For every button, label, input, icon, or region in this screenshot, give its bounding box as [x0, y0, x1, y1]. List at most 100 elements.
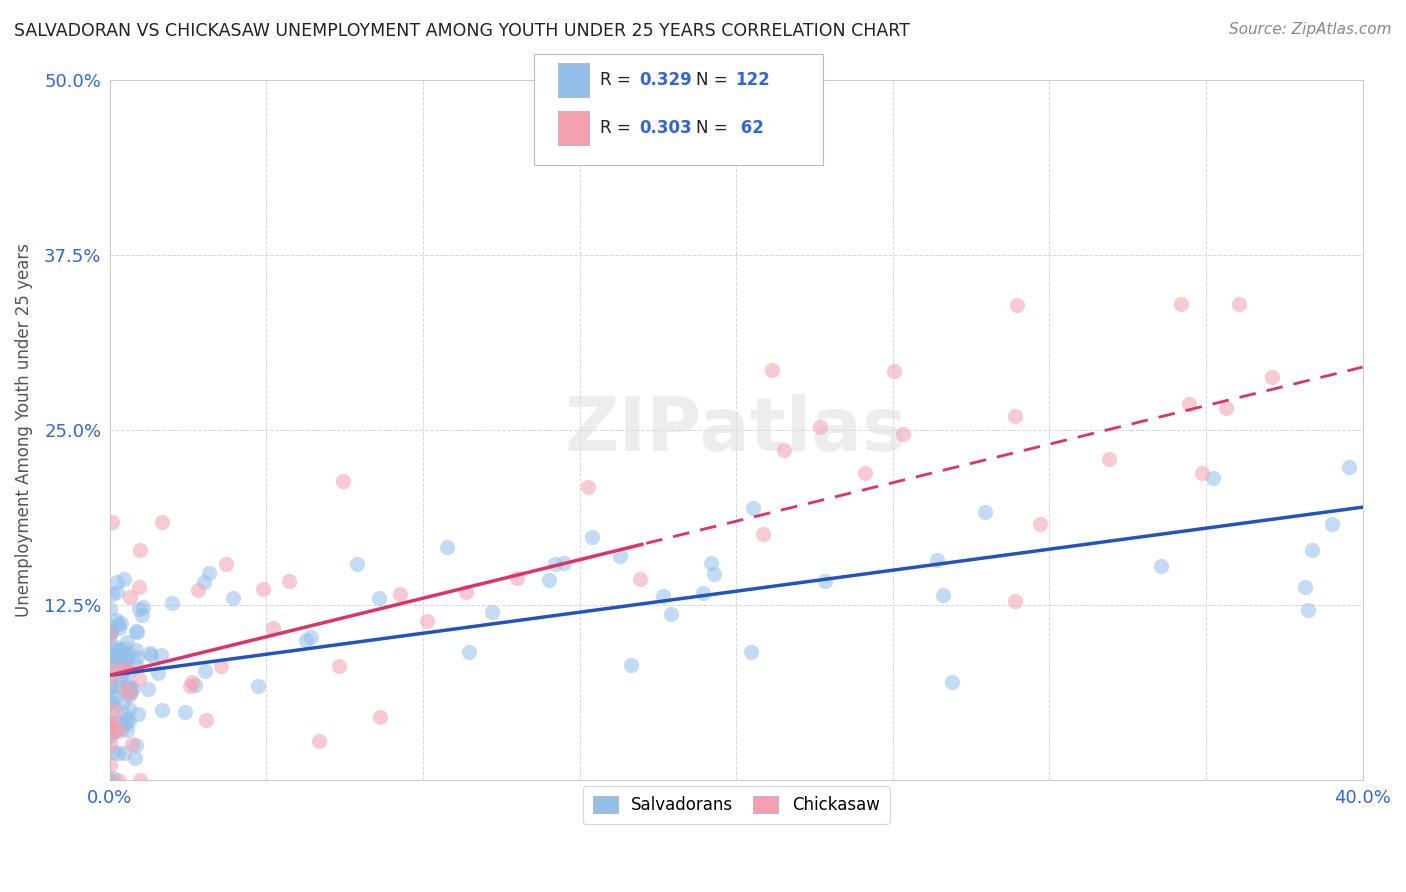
- Point: [98, 757, 121, 772]
- Point: [436, 541, 458, 555]
- Point: [415, 614, 437, 628]
- Point: [129, 773, 152, 788]
- Point: [132, 600, 155, 615]
- Point: [1098, 452, 1121, 467]
- Point: [1178, 397, 1201, 411]
- Point: [198, 566, 221, 580]
- Text: 0.329: 0.329: [640, 71, 693, 89]
- Point: [173, 705, 195, 719]
- Point: [115, 652, 138, 666]
- Point: [187, 582, 209, 597]
- Point: [100, 602, 122, 616]
- Point: [120, 590, 142, 604]
- Point: [100, 714, 122, 728]
- Point: [98, 625, 121, 640]
- Point: [537, 574, 560, 588]
- Point: [104, 703, 127, 717]
- Point: [299, 630, 322, 644]
- Point: [100, 681, 122, 696]
- Point: [127, 624, 149, 639]
- Point: [111, 722, 134, 736]
- Point: [110, 668, 132, 682]
- Point: [120, 682, 142, 697]
- Point: [761, 363, 783, 377]
- Point: [1320, 516, 1343, 531]
- Point: [308, 733, 330, 747]
- Point: [150, 703, 173, 717]
- Point: [1150, 559, 1173, 574]
- Point: [122, 681, 145, 695]
- Point: [105, 640, 128, 654]
- Point: [107, 746, 129, 760]
- Point: [328, 658, 350, 673]
- Text: 0.303: 0.303: [640, 120, 692, 137]
- Point: [98, 721, 121, 735]
- Point: [117, 664, 139, 678]
- Point: [114, 747, 136, 761]
- Point: [118, 682, 141, 697]
- Point: [103, 724, 125, 739]
- Point: [160, 596, 183, 610]
- Point: [107, 773, 129, 788]
- Point: [129, 542, 152, 557]
- Point: [209, 659, 232, 673]
- Point: [117, 712, 139, 726]
- Point: [194, 664, 217, 678]
- Point: [128, 602, 150, 616]
- Point: [105, 613, 128, 627]
- Point: [891, 426, 914, 441]
- Point: [100, 695, 122, 709]
- Point: [125, 739, 148, 753]
- Point: [98, 694, 121, 708]
- Point: [131, 607, 153, 622]
- Y-axis label: Unemployment Among Youth under 25 years: Unemployment Among Youth under 25 years: [15, 244, 32, 617]
- Point: [1296, 603, 1319, 617]
- Text: R =: R =: [600, 120, 637, 137]
- Point: [184, 677, 207, 691]
- Point: [506, 571, 529, 585]
- Point: [620, 657, 643, 672]
- Point: [112, 654, 135, 668]
- Point: [114, 715, 136, 730]
- Point: [98, 729, 121, 743]
- Point: [246, 679, 269, 693]
- Point: [1215, 401, 1237, 415]
- Point: [278, 574, 301, 588]
- Point: [125, 650, 148, 665]
- Point: [974, 505, 997, 519]
- Point: [703, 566, 725, 581]
- Point: [110, 615, 132, 630]
- Point: [115, 679, 138, 693]
- Point: [100, 624, 122, 639]
- Point: [101, 648, 124, 663]
- Point: [112, 706, 135, 721]
- Point: [179, 679, 201, 693]
- Point: [118, 679, 141, 693]
- Point: [103, 698, 125, 713]
- Point: [368, 710, 391, 724]
- Point: [115, 653, 138, 667]
- Point: [136, 682, 159, 697]
- Point: [772, 442, 794, 457]
- Point: [101, 724, 124, 739]
- Point: [195, 713, 218, 727]
- Point: [110, 663, 132, 677]
- Point: [1261, 369, 1284, 384]
- Point: [1004, 593, 1026, 607]
- Point: [295, 633, 318, 648]
- Point: [150, 648, 173, 663]
- Point: [112, 665, 135, 679]
- Point: [107, 642, 129, 657]
- Point: [609, 549, 631, 563]
- Point: [454, 584, 477, 599]
- Point: [141, 648, 163, 663]
- Point: [98, 627, 121, 641]
- Text: SALVADORAN VS CHICKASAW UNEMPLOYMENT AMONG YOUTH UNDER 25 YEARS CORRELATION CHAR: SALVADORAN VS CHICKASAW UNEMPLOYMENT AMO…: [14, 22, 910, 40]
- Point: [368, 591, 391, 605]
- Point: [98, 773, 121, 788]
- Point: [692, 586, 714, 600]
- Point: [111, 657, 134, 671]
- Point: [108, 724, 131, 739]
- Point: [98, 716, 121, 731]
- Point: [853, 467, 876, 481]
